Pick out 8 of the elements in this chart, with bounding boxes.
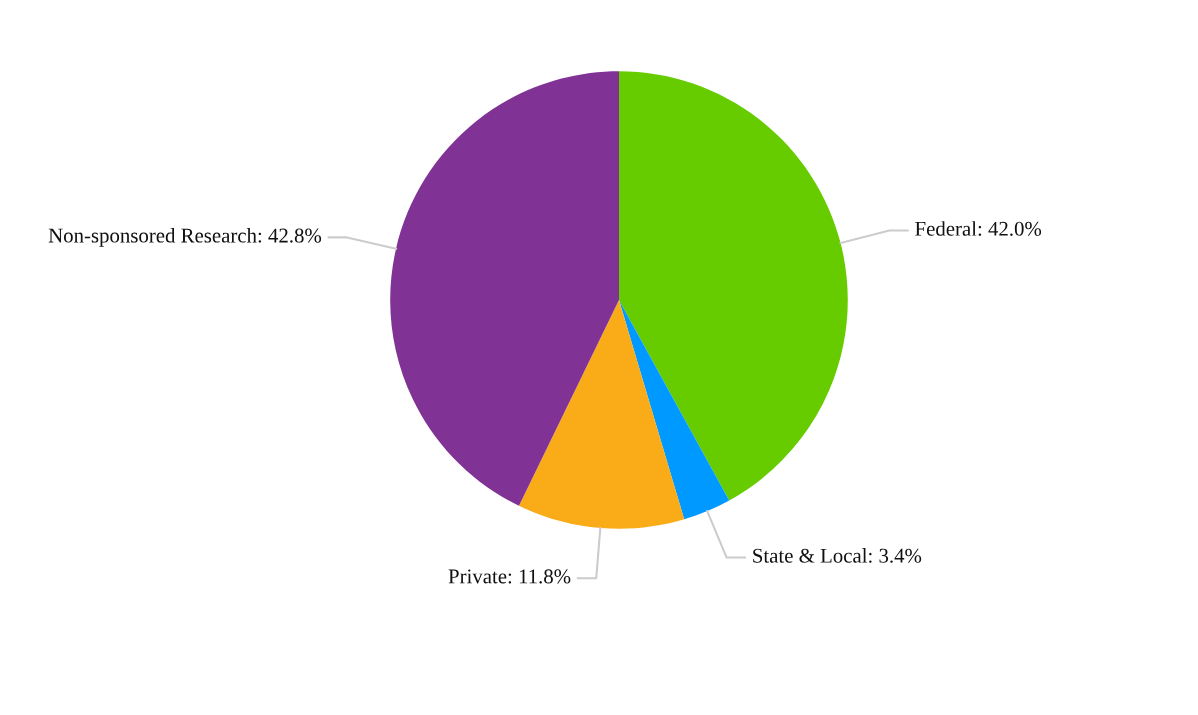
pie-slice [619,300,730,520]
slice-label: Federal: 42.0% [915,221,1042,236]
pie-slice [518,300,685,529]
pie-slice [390,71,619,506]
slice-label: Private: 11.8% [448,569,571,584]
slice-label: State & Local: 3.4% [753,548,922,563]
pie-slice [619,71,848,501]
slice-label: Non-sponsored Research: 42.8% [48,227,322,247]
